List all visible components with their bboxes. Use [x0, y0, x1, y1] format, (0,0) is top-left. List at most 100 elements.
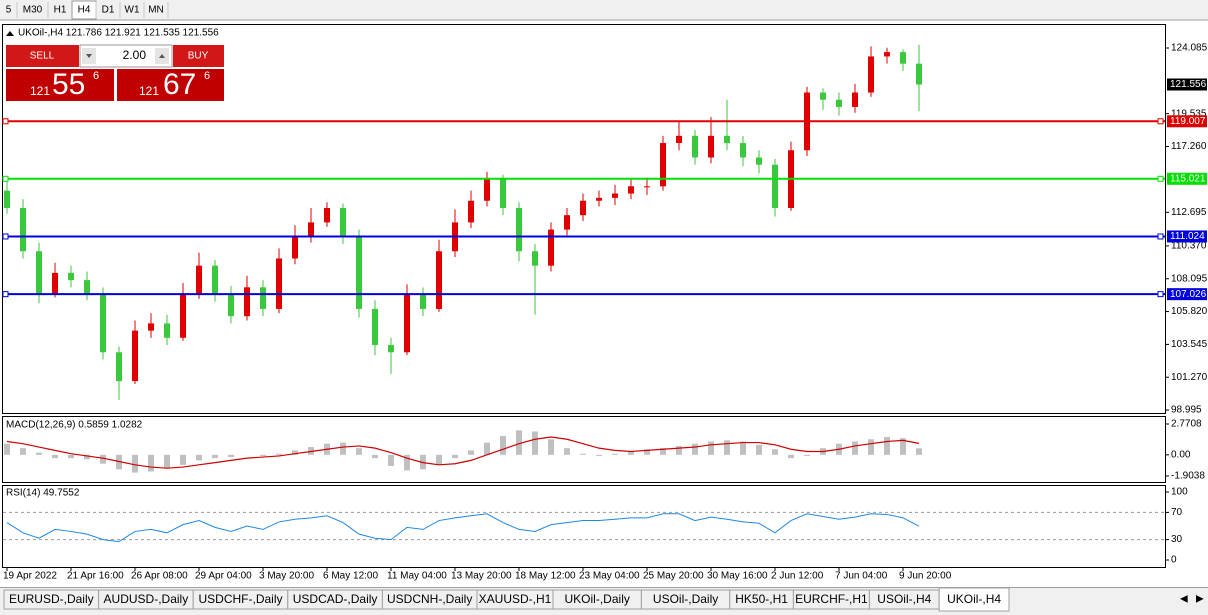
lots-value: 2.00	[123, 48, 147, 62]
buy-price-main: 67	[163, 68, 196, 101]
macd-bar	[132, 454, 138, 473]
macd-bar	[4, 443, 10, 455]
rsi-line	[6, 513, 920, 543]
y-tick-label: 124.085	[1171, 43, 1208, 54]
level-handle[interactable]	[2, 175, 9, 182]
sell-price-main: 55	[52, 68, 85, 101]
level-label: 119.007	[1170, 116, 1206, 127]
x-tick-label: 9 Jun 20:00	[899, 571, 952, 582]
macd-bar	[212, 454, 218, 459]
macd-bar	[468, 450, 474, 455]
macd-bar	[756, 444, 762, 455]
candle-body	[212, 265, 218, 295]
sell-label: SELL	[30, 51, 55, 62]
timeframe-button[interactable]: H1	[54, 5, 67, 16]
tab[interactable]	[938, 587, 1010, 612]
x-tick-label: 6 May 12:00	[323, 571, 378, 582]
timeframe-button[interactable]: H4	[78, 5, 91, 16]
buy-label: BUY	[188, 51, 209, 62]
candle-body	[692, 135, 698, 158]
toolbar	[0, 0, 1208, 20]
candle-body	[420, 294, 426, 309]
y-tick-label: 100	[1171, 487, 1188, 498]
macd-bar	[180, 454, 186, 465]
buy-price-box[interactable]	[117, 69, 224, 101]
candle-body	[852, 92, 858, 107]
level-handle[interactable]	[1157, 291, 1164, 298]
level-label: 107.026	[1170, 289, 1207, 300]
macd-bar	[916, 448, 922, 455]
y-tick-label: 0.00	[1171, 449, 1191, 460]
tab-label: USDCAD-,Daily	[293, 592, 378, 606]
macd-bar	[772, 449, 778, 455]
macd-bar	[20, 448, 26, 455]
chart-title: UKOil-,H4 121.786 121.921 121.535 121.55…	[18, 28, 219, 39]
x-tick-label: 23 May 04:00	[579, 571, 640, 582]
level-handle[interactable]	[1157, 118, 1164, 125]
macd-bar	[564, 448, 570, 455]
macd-bar	[84, 454, 90, 460]
timeframe-button[interactable]: M30	[23, 5, 43, 16]
last-price-label: 121.556	[1170, 79, 1207, 90]
candle-body	[740, 143, 746, 158]
macd-bar	[884, 437, 890, 455]
tab-label: UKOil-,Daily	[565, 592, 630, 606]
candle-body	[916, 63, 922, 85]
macd-bar	[676, 445, 682, 455]
timeframe-button[interactable]: D1	[102, 5, 115, 16]
timeframe-button[interactable]: MN	[148, 5, 164, 16]
candle-body	[404, 294, 410, 353]
macd-bar	[628, 451, 634, 455]
candle-body	[612, 193, 618, 198]
tab-label: USDCNH-,Daily	[387, 592, 472, 606]
candle-body	[68, 272, 74, 281]
y-tick-label: 110.370	[1171, 241, 1207, 252]
macd-bar	[372, 454, 378, 459]
tab-label: EURCHF-,H1	[795, 592, 868, 606]
candle-body	[196, 265, 202, 295]
candle-body	[724, 135, 730, 144]
level-handle[interactable]	[2, 118, 9, 125]
candle-body	[180, 294, 186, 338]
y-tick-label: 70	[1171, 507, 1183, 518]
sell-price-box[interactable]	[6, 69, 114, 101]
candle-body	[436, 251, 442, 309]
tab-label: USOil-,H4	[877, 592, 931, 606]
lots-input[interactable]	[79, 44, 173, 68]
level-handle[interactable]	[2, 233, 9, 240]
candle-body	[116, 352, 122, 382]
tab-label: HK50-,H1	[735, 592, 788, 606]
tab-scroll-right[interactable]: ▶	[1196, 594, 1204, 605]
macd-bar	[388, 454, 394, 466]
tab-label: AUDUSD-,Daily	[104, 592, 189, 606]
x-tick-label: 25 May 20:00	[643, 571, 704, 582]
candle-body	[548, 229, 554, 266]
macd-bar	[404, 454, 410, 471]
x-tick-label: 30 May 16:00	[707, 571, 768, 582]
timeframe-button[interactable]: 5	[6, 5, 12, 16]
sell-price-head: 121	[30, 84, 50, 98]
buy-price-head: 121	[139, 84, 159, 98]
candle-body	[100, 294, 106, 353]
candle-body	[596, 197, 602, 201]
macd-window	[2, 416, 1166, 483]
candle-body	[628, 186, 634, 194]
sell-button[interactable]	[6, 45, 79, 67]
timeframe-button[interactable]: W1	[125, 5, 140, 16]
candle-body	[132, 330, 138, 382]
y-tick-label: 2.7708	[1171, 419, 1202, 430]
level-handle[interactable]	[1157, 175, 1164, 182]
tab-scroll-left[interactable]: ◀	[1180, 594, 1188, 605]
candle-body	[516, 207, 522, 252]
buy-button[interactable]	[173, 45, 224, 67]
level-handle[interactable]	[2, 291, 9, 298]
y-tick-label: 30	[1171, 534, 1183, 545]
last-price-box	[1167, 78, 1207, 91]
candle-body	[244, 287, 250, 317]
tab-label: USOil-,Daily	[653, 592, 718, 606]
level-handle[interactable]	[1157, 233, 1164, 240]
collapse-arrow[interactable]	[6, 31, 14, 36]
x-tick-label: 19 Apr 2022	[3, 571, 57, 582]
macd-bar	[68, 454, 74, 459]
macd-bar	[436, 454, 442, 465]
